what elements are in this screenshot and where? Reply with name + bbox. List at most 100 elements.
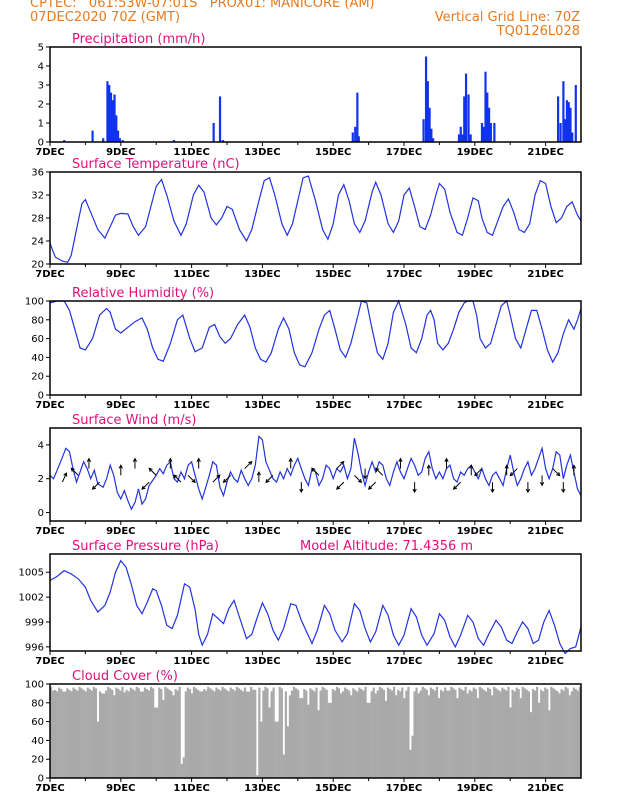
cloud-bar [566,688,569,778]
x-tick-label: 7DEC [35,783,64,794]
cloud-bar [194,688,198,778]
x-tick-label: 17DEC [386,526,422,537]
precip-bar [559,123,562,142]
cloud-bar [54,689,57,778]
temperature-line [49,175,582,263]
x-tick-label: 13DEC [244,269,280,280]
cloud-bar [384,700,388,778]
y-tick-label: 28 [31,214,44,225]
y-tick-label: 1002 [19,593,44,604]
cloud-bar [84,691,87,778]
wind-arrow-head [452,485,458,490]
cloud-bar [525,689,528,778]
cloud-bar [341,691,345,778]
pressure-line [49,559,582,655]
cloud-bar [297,689,300,778]
cloud-bar [550,686,553,778]
precip-bar [489,123,492,142]
cloud-bar [172,695,175,778]
cloud-bar [562,690,565,778]
cloud-bar [162,699,165,778]
cloud-bar [199,691,202,778]
precip-bar [571,132,574,142]
cloud-bar [474,689,477,778]
wind-arrow [453,481,461,490]
cloud-bar [209,688,212,778]
cloud-bar [227,691,230,778]
cloud-bar [235,686,238,778]
wind-arrow-head [141,485,146,490]
precip-bar [467,94,470,142]
wind-title: Surface Wind (m/s) [72,413,196,428]
cloud-bar [147,690,151,778]
cloud-bar [176,690,179,778]
cloud-bar [103,693,106,778]
cloud-bar [64,691,67,778]
cloud-bar [303,689,306,778]
cloud-bar [397,689,400,778]
wind-arrow-head [357,478,363,484]
wind-arrow [336,481,345,490]
cloud-bar [88,689,91,778]
precip-bar [63,140,66,142]
cloud-bar [149,686,153,778]
cloud-bar [294,688,298,778]
cloud-bar [544,687,547,778]
x-tick-label: 19DEC [457,147,493,158]
cloud-bar [270,691,273,778]
precip-bar [424,56,428,142]
wind-arrow [187,474,196,483]
wind-line [49,435,582,511]
wind-arrow-head [191,478,196,484]
cloud-bar [433,690,437,778]
cloud-bar [317,710,320,778]
cloud-bar [325,689,328,778]
x-tick-label: 11DEC [173,526,209,537]
cloud-bar [164,686,167,778]
y-tick-label: 100 [25,680,44,691]
cloud-bar [380,688,383,778]
pressure-title: Surface Pressure (hPa) [72,539,219,554]
cloud-bar [425,689,428,778]
cloud-bar [366,702,369,778]
cloud-bar [60,689,63,778]
cloud-bar [188,689,191,778]
x-tick-label: 9DEC [106,147,135,158]
y-tick-label: 996 [25,642,44,653]
cloud-bar [313,691,316,778]
cloud-bar [186,687,189,778]
cloud-bar [574,689,577,778]
cloud-bar [266,688,269,778]
y-tick-label: 1005 [19,568,44,579]
wind-arrow [336,461,345,469]
cloud-bar [440,689,443,778]
precip-bar [111,100,114,142]
wind-arrow-head [474,472,479,477]
y-tick-label: 20 [31,260,44,271]
cloud-bar [415,687,418,778]
cloud-bar [564,686,567,778]
precip-bar [565,100,569,142]
cloud-bar [344,687,347,778]
wind-arrow-head [196,457,201,462]
cloud-bar [115,687,118,778]
cloud-bar [419,690,422,778]
cloud-bar [348,690,351,778]
cloud-bar [339,693,343,778]
x-tick-label: 19DEC [457,783,493,794]
cloud-bar [360,689,363,778]
cloud-bar [145,689,149,778]
cloud-bar [548,710,551,778]
pressure-annotation: Model Altitude: 71.4356 m [300,539,473,554]
precip-bar [218,96,222,142]
cloud-bar [376,690,379,778]
wind-arrow [92,481,100,490]
cloud-bar [388,689,392,778]
cloud-bar [239,689,243,778]
wind-arrow [223,474,231,483]
cloud-bar [56,691,59,778]
y-tick-label: 0 [38,138,44,149]
cloud-bar [299,698,302,778]
cloud-bar [560,689,563,778]
wind-arrow [61,472,67,483]
